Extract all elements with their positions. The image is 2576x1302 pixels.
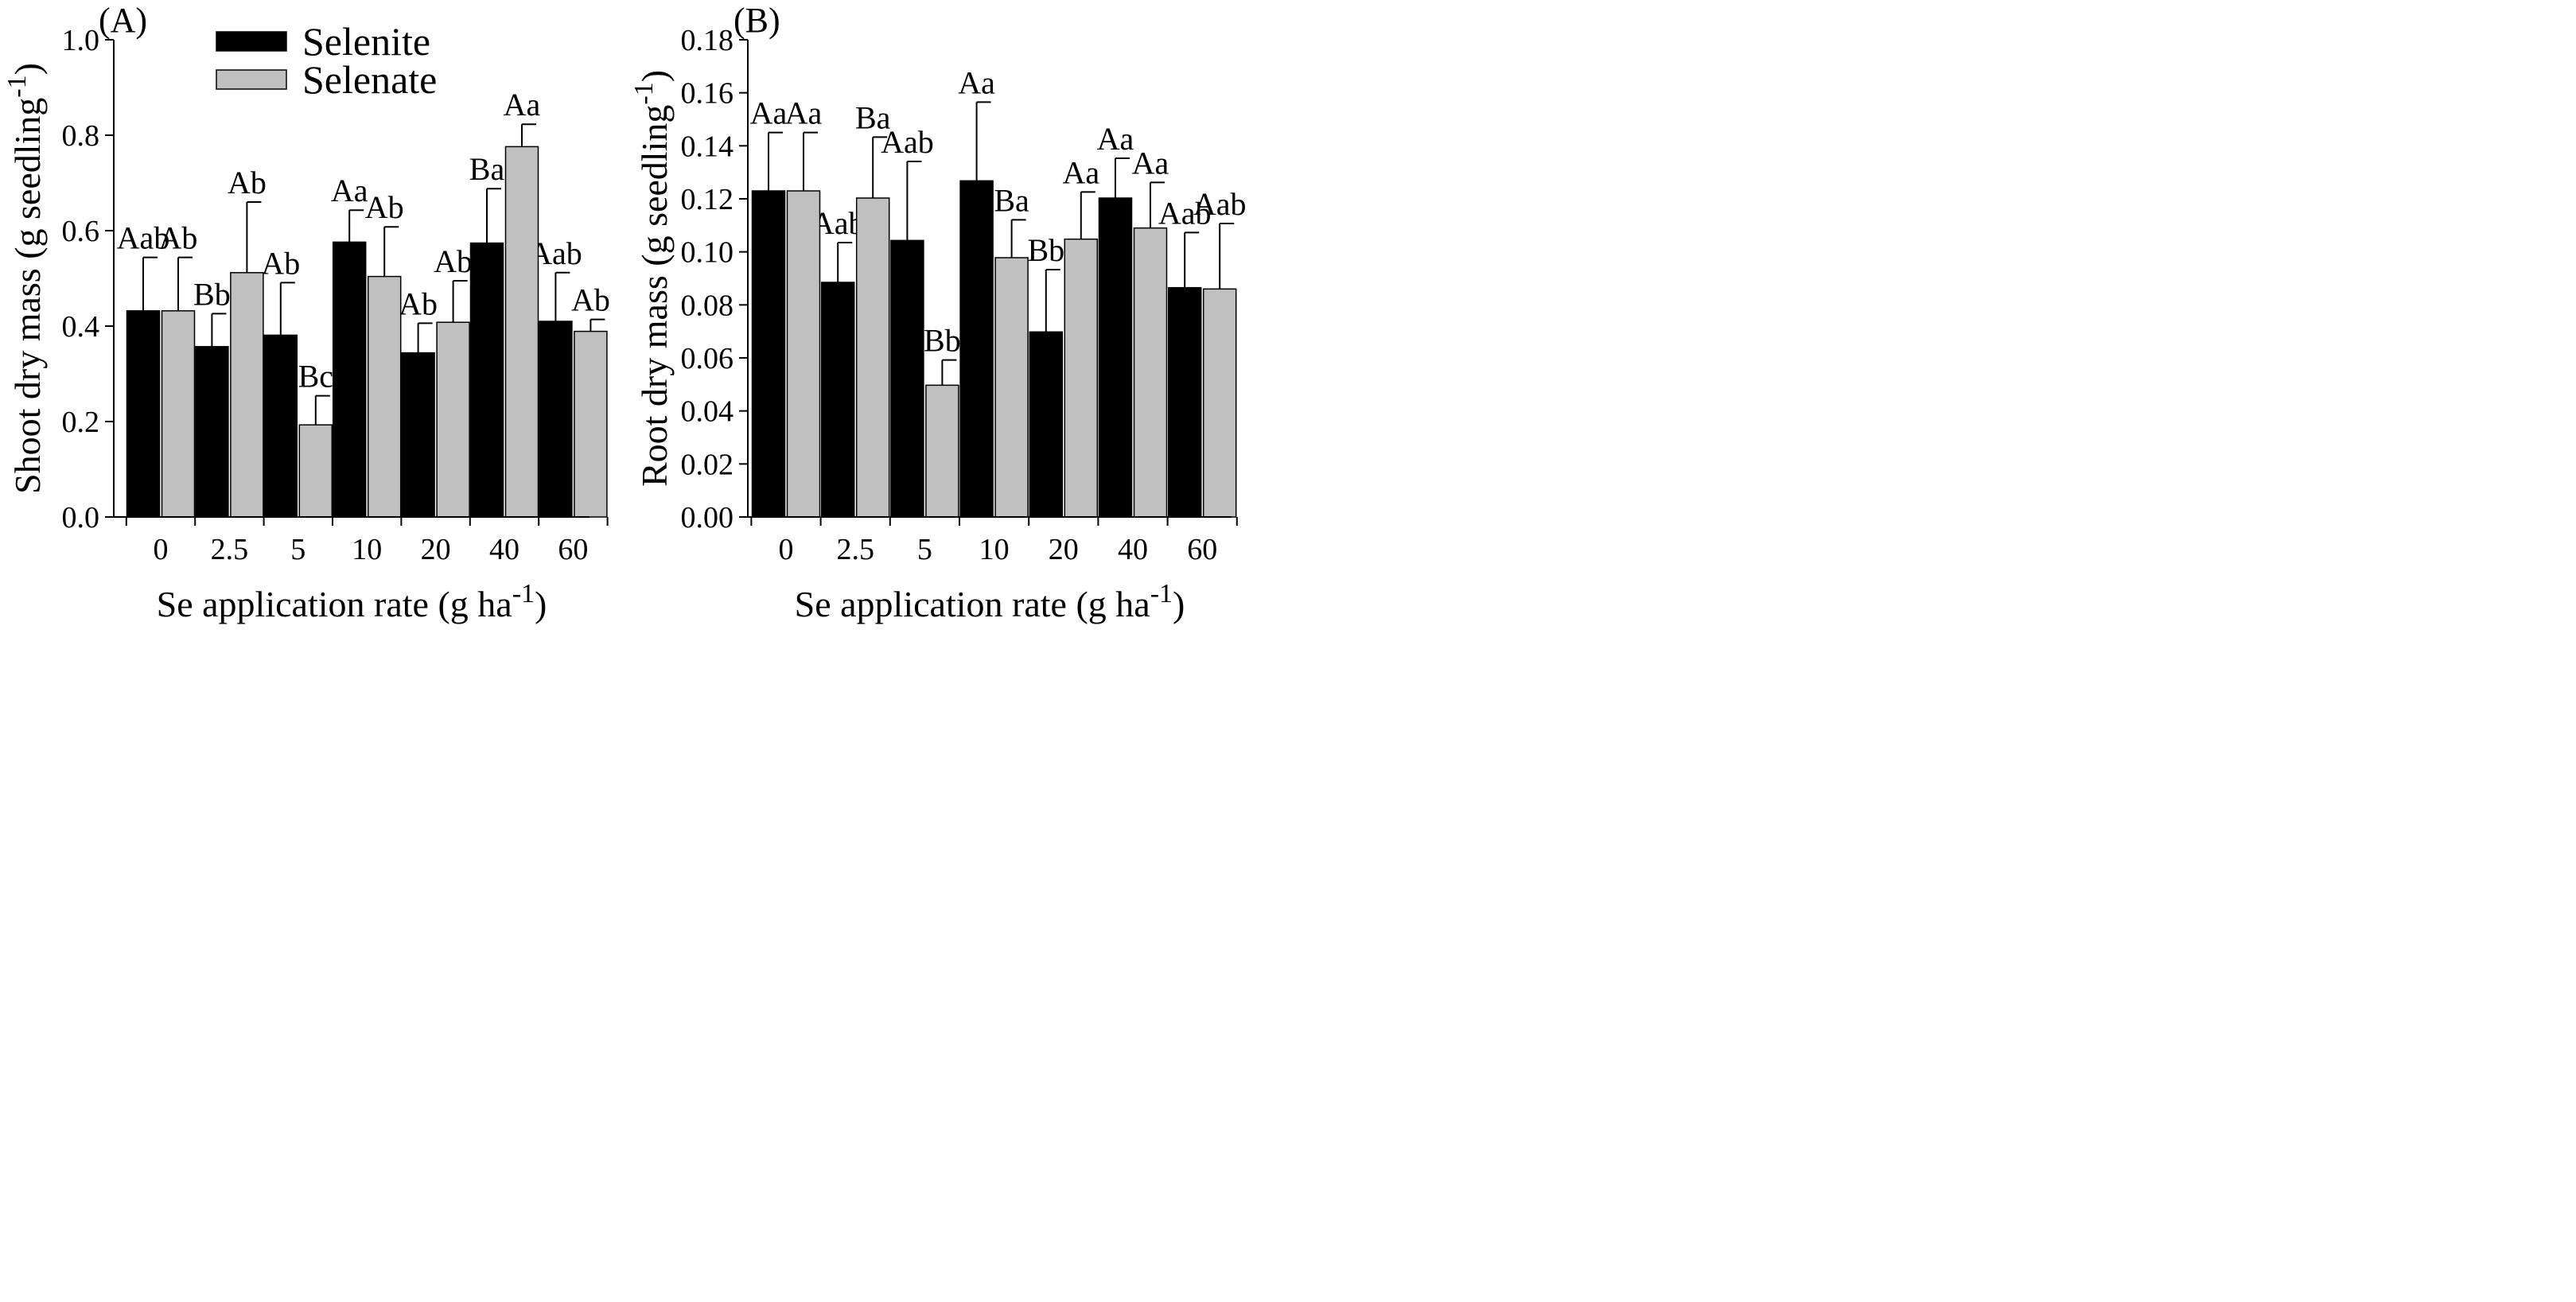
- significance-label-selenate-10: Ab: [365, 189, 404, 225]
- significance-label-selenite-0: Aab: [117, 220, 170, 256]
- significance-label-selenate-40: Aa: [1132, 145, 1169, 181]
- panel-label: (A): [99, 1, 147, 40]
- significance-label-selenite-5: Ab: [261, 245, 300, 281]
- bar-selenite-60: [539, 321, 573, 518]
- significance-label-selenate-60: Aab: [1193, 186, 1247, 222]
- y-tick-label: 0.04: [681, 395, 734, 429]
- y-tick-label: 0.4: [62, 310, 100, 344]
- y-axis-label: Root dry mass (g seedling-1): [629, 70, 675, 487]
- x-tick-label: 40: [489, 533, 519, 566]
- significance-label-selenite-20: Ab: [399, 286, 438, 321]
- y-tick-label: 0.2: [62, 406, 100, 439]
- significance-label-selenate-0: Ab: [159, 220, 198, 256]
- significance-label-selenate-0: Aa: [785, 95, 823, 131]
- x-tick-label: 5: [290, 533, 305, 566]
- y-tick-label: 0.18: [681, 24, 734, 57]
- bar-selenite-5: [890, 239, 924, 518]
- bar-selenite-40: [1098, 197, 1133, 518]
- bar-selenite-5: [263, 334, 298, 518]
- bar-selenite-2.5: [195, 346, 229, 518]
- y-tick-label: 0.6: [62, 215, 100, 248]
- bar-selenate-10: [367, 275, 402, 518]
- y-axis-label: Shoot dry mass (g seedling-1): [2, 63, 48, 494]
- bar-selenite-60: [1167, 286, 1202, 518]
- y-tick-label: 0.02: [681, 448, 734, 481]
- y-tick-label: 1.0: [62, 24, 100, 57]
- significance-label-selenite-10: Aa: [331, 173, 368, 208]
- significance-label-selenite-20: Bb: [1027, 232, 1064, 268]
- legend-swatch-selenate: [216, 69, 287, 90]
- significance-label-selenite-60: Aab: [1158, 195, 1212, 231]
- x-tick-label: 2.5: [211, 533, 249, 566]
- y-tick-label: 0.00: [681, 501, 734, 534]
- bar-selenate-10: [994, 257, 1029, 518]
- significance-label-selenite-10: Aa: [958, 64, 995, 100]
- bar-selenate-5: [925, 384, 959, 518]
- bar-selenate-60: [574, 330, 608, 518]
- x-tick-label: 10: [352, 533, 382, 566]
- bar-selenite-10: [959, 180, 994, 518]
- legend-label-selenate: Selenate: [302, 57, 437, 102]
- significance-label-selenate-2.5: Ab: [228, 165, 267, 200]
- x-tick-label: 5: [917, 533, 932, 566]
- panel-label: (B): [733, 1, 780, 40]
- bar-selenate-20: [1064, 238, 1099, 518]
- y-tick-label: 0.14: [681, 130, 734, 163]
- significance-label-selenate-10: Ba: [994, 182, 1029, 218]
- x-axis-label: Se application rate (g ha-1): [157, 579, 547, 624]
- legend-swatch-selenite: [216, 31, 287, 52]
- y-tick-label: 0.12: [681, 183, 734, 216]
- significance-label-selenite-0: Aa: [750, 95, 788, 131]
- significance-label-selenite-40: Aa: [1097, 121, 1134, 157]
- x-tick-label: 60: [1187, 533, 1217, 566]
- panel-a: AabBbAbAaAbBaAabAbAbBcAbAbAaAb0.00.20.40…: [2, 1, 610, 624]
- significance-label-selenite-2.5: Bb: [193, 276, 231, 312]
- bar-selenate-20: [436, 321, 470, 518]
- x-tick-label: 40: [1118, 533, 1148, 566]
- bar-selenate-0: [786, 190, 821, 518]
- y-tick-label: 0.8: [62, 119, 100, 153]
- x-tick-label: 0: [154, 533, 169, 566]
- x-tick-label: 20: [1049, 533, 1079, 566]
- y-tick-label: 0.16: [681, 77, 734, 111]
- significance-label-selenite-40: Ba: [469, 151, 505, 187]
- x-tick-label: 10: [979, 533, 1010, 566]
- bar-selenate-0: [161, 310, 196, 518]
- bar-selenate-2.5: [230, 272, 264, 518]
- significance-label-selenite-5: Aab: [881, 124, 934, 160]
- x-tick-label: 20: [421, 533, 451, 566]
- significance-label-selenate-40: Aa: [504, 87, 541, 122]
- significance-label-selenate-20: Ab: [434, 243, 473, 279]
- significance-label-selenate-5: Bc: [298, 359, 333, 394]
- bar-selenite-2.5: [820, 282, 855, 518]
- x-tick-label: 0: [779, 533, 794, 566]
- bar-selenite-0: [126, 310, 161, 518]
- significance-label-selenate-5: Bb: [924, 323, 961, 359]
- bar-selenate-40: [1133, 227, 1168, 518]
- bar-selenate-2.5: [855, 197, 890, 518]
- bar-selenate-5: [298, 424, 333, 518]
- significance-label-selenate-20: Aa: [1062, 154, 1099, 190]
- bar-selenite-20: [1029, 331, 1064, 518]
- y-tick-label: 0.08: [681, 289, 734, 322]
- y-tick-label: 0.0: [62, 501, 100, 534]
- bar-selenite-0: [751, 190, 786, 518]
- significance-label-selenate-60: Ab: [571, 282, 610, 318]
- bar-selenate-40: [504, 146, 539, 518]
- bar-selenite-20: [401, 352, 435, 518]
- bar-selenate-60: [1202, 288, 1237, 518]
- x-axis-label: Se application rate (g ha-1): [795, 579, 1185, 624]
- bar-selenite-10: [332, 241, 367, 518]
- bar-selenite-40: [469, 242, 504, 518]
- significance-label-selenate-2.5: Ba: [855, 99, 891, 135]
- y-tick-label: 0.06: [681, 342, 734, 375]
- x-tick-label: 2.5: [836, 533, 874, 566]
- legend-label-selenite: Selenite: [302, 19, 430, 64]
- x-tick-label: 60: [558, 533, 588, 566]
- y-tick-label: 0.10: [681, 236, 734, 270]
